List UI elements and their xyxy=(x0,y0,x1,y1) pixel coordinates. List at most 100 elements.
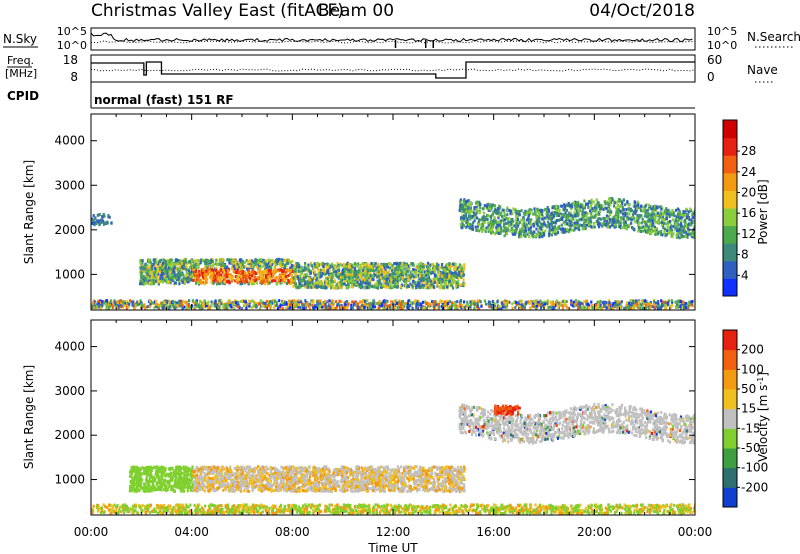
data-cell xyxy=(91,301,95,305)
data-cell xyxy=(380,262,383,266)
data-cell xyxy=(339,273,342,277)
data-cell xyxy=(521,303,524,307)
data-cell xyxy=(213,301,217,305)
data-cell xyxy=(321,302,324,306)
data-cell xyxy=(557,205,560,209)
data-cell xyxy=(379,276,382,280)
data-cell xyxy=(444,266,447,270)
data-cell xyxy=(578,305,581,309)
data-cell xyxy=(220,257,223,261)
data-cell xyxy=(226,258,229,262)
data-cell xyxy=(406,275,409,279)
data-cell xyxy=(494,232,497,236)
data-cell xyxy=(264,267,267,271)
data-cell xyxy=(128,299,132,303)
data-cell xyxy=(475,216,479,220)
data-cell xyxy=(190,271,193,275)
data-cell xyxy=(189,275,192,279)
data-cell xyxy=(410,301,414,305)
data-cell xyxy=(208,305,211,309)
data-cell xyxy=(422,284,426,288)
data-cell xyxy=(363,281,367,285)
data-cell xyxy=(456,276,460,280)
data-cell xyxy=(457,275,460,279)
data-cell xyxy=(585,203,588,207)
data-cell xyxy=(203,265,207,269)
data-cell xyxy=(622,216,625,220)
data-cell xyxy=(252,266,255,270)
data-cell xyxy=(353,273,356,277)
data-cell xyxy=(248,304,251,308)
data-cell xyxy=(424,273,428,277)
cpid-label: CPID xyxy=(7,89,39,103)
data-cell xyxy=(662,221,665,225)
data-cell xyxy=(288,272,292,276)
data-cell xyxy=(269,266,272,270)
data-cell xyxy=(283,271,287,275)
data-cell xyxy=(564,211,567,215)
data-cell xyxy=(609,202,612,206)
data-cell xyxy=(331,303,335,307)
data-cell xyxy=(99,306,102,310)
data-cell xyxy=(650,230,653,234)
data-cell xyxy=(207,270,210,274)
data-cell xyxy=(678,210,681,214)
data-cell xyxy=(399,277,402,281)
data-cell xyxy=(526,300,530,304)
data-cell xyxy=(433,300,436,304)
data-cell xyxy=(181,280,184,284)
data-cell xyxy=(163,275,166,279)
data-cell xyxy=(527,221,531,225)
data-cell xyxy=(218,299,221,303)
data-cell xyxy=(202,268,205,272)
data-cell xyxy=(265,275,268,279)
data-cell xyxy=(159,270,162,274)
data-cell xyxy=(255,302,258,306)
data-cell xyxy=(195,259,199,263)
data-cell xyxy=(566,221,569,225)
data-cell xyxy=(528,302,531,306)
data-cell xyxy=(374,262,377,266)
data-cell xyxy=(343,269,347,273)
data-cell xyxy=(298,279,301,283)
data-cell xyxy=(186,306,189,310)
data-cell xyxy=(651,305,654,309)
data-cell xyxy=(341,268,345,272)
data-cell xyxy=(564,229,567,233)
data-cell xyxy=(255,259,258,263)
data-cell xyxy=(648,230,651,234)
data-cell xyxy=(492,222,495,226)
data-cell xyxy=(443,275,446,279)
data-cell xyxy=(392,281,395,285)
data-cell xyxy=(263,302,266,306)
data-cell xyxy=(611,306,615,310)
data-cell xyxy=(406,270,409,274)
data-cell xyxy=(143,303,146,307)
data-cell xyxy=(222,271,226,275)
data-cell xyxy=(669,228,672,232)
data-cell xyxy=(167,262,170,266)
data-cell xyxy=(204,276,207,280)
data-cell xyxy=(404,301,407,305)
data-cell xyxy=(310,263,313,267)
data-cell xyxy=(421,283,424,287)
data-cell xyxy=(443,282,446,286)
data-cell xyxy=(457,305,460,309)
data-cell xyxy=(96,305,99,309)
data-cell xyxy=(319,282,322,286)
data-cell xyxy=(594,306,597,310)
data-cell xyxy=(210,271,214,275)
data-cell xyxy=(430,271,433,275)
data-cell xyxy=(645,300,648,304)
data-cell xyxy=(228,281,231,285)
data-cell xyxy=(156,271,159,275)
data-cell xyxy=(433,281,436,285)
data-cell xyxy=(677,235,680,239)
data-cell xyxy=(409,300,412,304)
data-cell xyxy=(312,306,315,310)
data-cell xyxy=(415,266,418,270)
data-cell xyxy=(326,271,329,275)
data-cell xyxy=(347,266,350,270)
data-cell xyxy=(314,305,317,309)
freq-tick-bottom: 8 xyxy=(70,70,78,84)
